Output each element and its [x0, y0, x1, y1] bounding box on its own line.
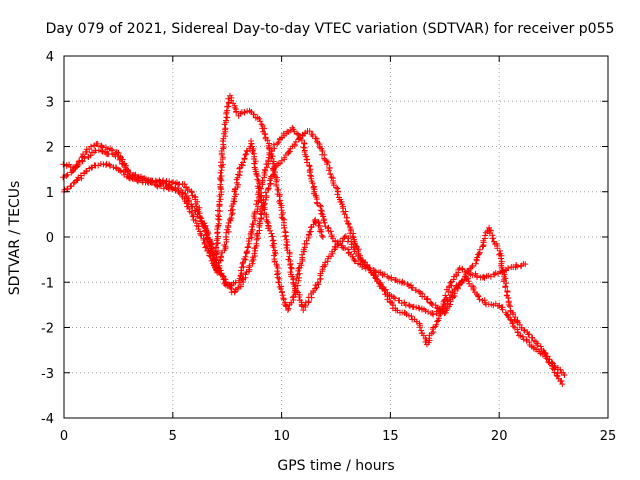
- x-tick-label: 20: [491, 429, 508, 444]
- x-tick-label: 0: [60, 429, 68, 444]
- series-markers: [202, 138, 326, 313]
- x-tick-label: 5: [169, 429, 177, 444]
- x-tick-label: 15: [382, 429, 399, 444]
- series-track-d: [202, 138, 326, 313]
- y-tick-label: -1: [41, 276, 54, 291]
- chart-title: Day 079 of 2021, Sidereal Day-to-day VTE…: [46, 21, 615, 37]
- y-axis-label: SDTVAR / TECUs: [7, 181, 23, 296]
- axis-ticks: 0 5 10 15 20 25 -4 -3 -2 -1 0 1 2 3 4: [41, 50, 616, 444]
- y-tick-label: 3: [46, 95, 54, 110]
- x-axis-label: GPS time / hours: [277, 458, 394, 474]
- y-tick-label: -4: [41, 412, 54, 427]
- x-tick-label: 10: [273, 429, 290, 444]
- y-tick-label: -3: [41, 367, 54, 382]
- x-tick-label: 25: [600, 429, 617, 444]
- y-tick-label: -2: [41, 322, 54, 337]
- y-tick-label: 4: [46, 50, 54, 65]
- y-tick-label: 2: [46, 141, 54, 156]
- y-tick-label: 1: [46, 186, 54, 201]
- y-tick-label: 0: [46, 231, 54, 246]
